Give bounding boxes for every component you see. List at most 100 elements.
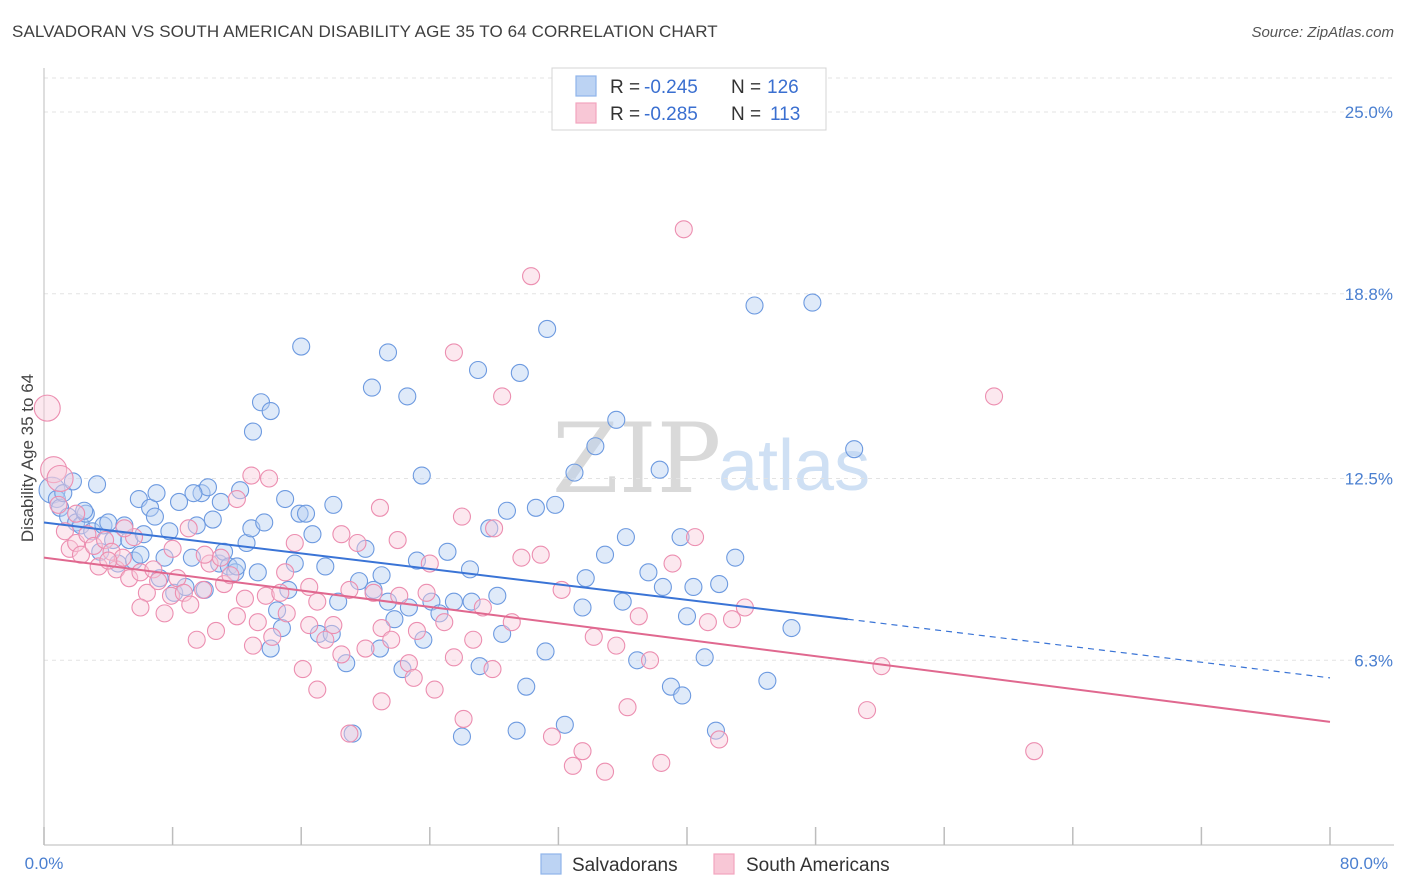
south-americans-point-113 [372,692,391,711]
salvadorans-point-104 [745,296,764,315]
salvadorans-point-47 [296,504,316,523]
source-credit: Source: ZipAtlas.com [1251,24,1394,41]
south-americans-point-83 [710,730,729,749]
legend-r-value-2: -0.285 [644,104,698,125]
salvadorans-point-53 [337,654,356,673]
salvadorans-point-109 [243,422,263,441]
salvadorans-point-78 [536,642,555,661]
south-americans-point-53 [399,654,418,673]
south-americans-point-112 [340,724,359,743]
south-americans-point-38 [277,604,296,623]
south-americans-point-56 [425,680,444,699]
salvadorans-point-95 [292,337,311,356]
south-americans-point-35 [256,586,275,605]
salvadorans-trend-line [43,521,848,621]
salvadorans-point-69 [452,727,472,746]
south-americans-point-36 [263,627,282,646]
south-americans-point-39 [285,533,304,553]
south-americans-point-23 [174,583,193,602]
salvadorans-point-105 [845,440,864,459]
legend-r-label-1: R = [610,77,640,98]
legend-n-label-2: N = [731,104,761,125]
south-americans-point-92 [388,531,407,550]
south-americans-point-79 [663,554,682,573]
legend-box: R = -0.245 N = 126 R = -0.285 N = 113 [551,67,827,131]
south-americans-point-98 [259,469,279,488]
salvadorans-point-67 [438,542,457,561]
chart-title: SALVADORAN VS SOUTH AMERICAN DISABILITY … [12,22,718,41]
salvadorans-point-46 [290,504,309,523]
south-americans-point-3 [55,522,74,541]
salvadorans-point-82 [576,569,595,588]
south-americans-point-2 [49,495,68,514]
south-americans-point-44 [324,616,343,635]
south-americans-point-61 [473,598,492,617]
south-americans-point-57 [435,613,454,632]
salvadorans-point-89 [650,460,669,479]
south-americans-point-52 [390,586,409,605]
south-americans-point-51 [382,630,401,649]
south-americans-point-10 [96,531,115,550]
south-americans-point-73 [595,762,615,781]
south-americans-point-33 [242,466,261,485]
south-americans-point-90 [444,343,463,362]
salvadorans-point-77 [526,498,545,517]
salvadorans-point-9 [87,475,107,494]
south-americans-point-63 [493,387,512,406]
watermark-zip: ZIP [552,403,721,515]
salvadorans-point-115 [276,489,295,509]
salvadorans-point-106 [803,293,822,312]
south-americans-point-60 [464,630,483,649]
south-americans-point-0 [33,394,61,422]
south-americans-point-14 [120,569,139,588]
legend-frame [551,67,827,131]
south-americans-point-25 [187,630,206,649]
salvadorans-point-20 [145,507,164,526]
bottom-legend-swatch-south-americans [713,853,735,875]
south-americans-point-114 [404,668,423,687]
south-americans-point-20 [155,604,174,623]
axes [43,68,1394,846]
south-americans-point-34 [248,613,267,632]
salvadorans-point-102 [261,402,280,421]
south-americans-point-109 [243,636,263,655]
trend-lines [43,521,1331,723]
salvadorans-point-123 [653,577,672,597]
salvadorans-point-120 [493,624,512,643]
south-americans-point-26 [194,580,213,599]
south-americans-point-111 [308,680,327,699]
south-americans-point-49 [364,583,383,602]
bottom-legend-label-south-americans: South Americans [746,855,890,876]
salvadorans-point-31 [203,510,222,529]
salvadorans-point-93 [695,648,714,667]
salvadorans-point-86 [616,528,635,547]
south-americans-trend-line [43,556,1331,723]
watermark: ZIP atlas [552,403,870,515]
salvadorans-point-40 [255,513,274,532]
salvadorans-point-99 [468,360,488,380]
south-americans-point-71 [573,742,592,761]
south-americans-point-77 [640,651,660,670]
south-americans-point-19 [149,572,168,591]
salvadorans-point-74 [497,501,517,520]
south-americans-point-40 [293,660,312,679]
south-americans-point-67 [531,545,550,564]
salvadorans-point-23 [160,522,179,541]
salvadorans-trend-extension [847,618,1331,679]
salvadorans-point-129 [131,545,150,564]
salvadorans-point-48 [303,525,322,544]
salvadorans-point-116 [324,495,343,514]
salvadorans-point-121 [573,598,592,617]
salvadorans-point-73 [488,586,507,605]
south-americans-point-96 [332,525,351,544]
salvadorans-point-60 [385,610,404,629]
south-americans-point-106 [115,519,134,538]
salvadorans-point-81 [565,463,584,482]
south-americans-point-89 [1025,742,1044,761]
salvadorans-point-118 [412,466,431,485]
salvadorans-point-92 [684,577,703,597]
salvadorans-point-85 [607,410,626,429]
south-americans-point-99 [227,489,246,509]
south-americans-point-8 [84,536,103,555]
